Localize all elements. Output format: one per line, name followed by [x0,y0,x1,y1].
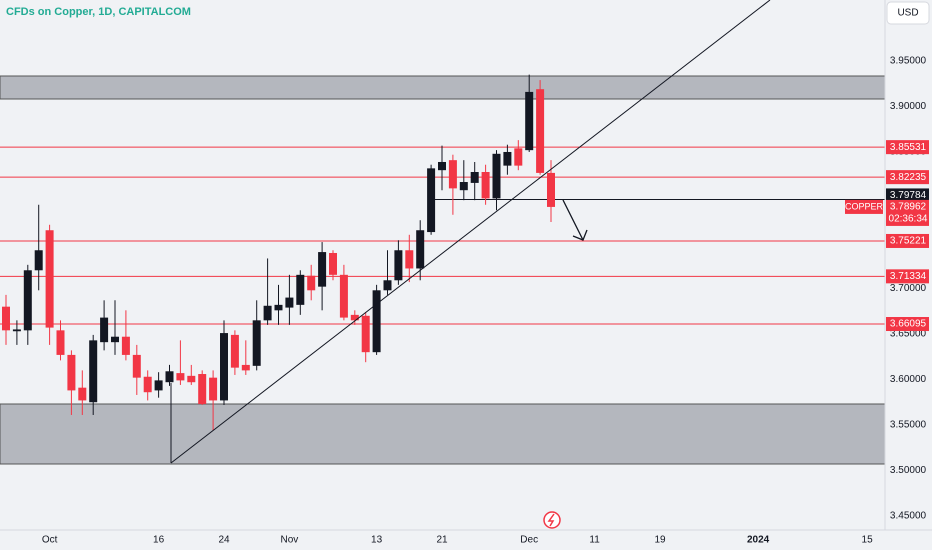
supply-zone [0,75,886,100]
x-tick-label: 19 [654,535,666,546]
last-price-label: 3.78962 [890,202,927,213]
candle-body [416,230,425,269]
price-line-label-box [886,188,929,203]
candle-body [405,250,414,269]
candle-body [285,297,294,308]
candle-body [209,377,218,401]
level-label: 3.66095 [890,319,927,330]
candle-body [525,91,534,151]
candle-body [89,340,98,403]
level-label: 3.75221 [890,236,927,247]
candle-body [12,329,21,332]
candle-body [263,305,272,321]
candle-body [45,230,54,328]
candle-body [187,375,196,383]
candle-body [492,153,501,199]
candle-body [481,171,490,199]
x-tick-label: 16 [153,535,165,546]
candle-body [394,250,403,281]
x-tick-label: Dec [520,535,538,546]
level-label: 3.85531 [890,142,927,153]
level-label-box [886,170,929,185]
y-tick-label: 3.60000 [890,374,927,385]
trend-line [170,0,771,464]
candle-body [361,315,370,353]
candle-body [459,182,468,191]
x-tick-label: Nov [281,535,299,546]
y-tick-label: 3.65000 [890,329,927,340]
candle-body [78,387,87,401]
last-price-box [886,199,929,226]
demand-zone [0,403,886,465]
y-tick-label: 3.95000 [890,56,927,67]
candle-body [503,151,512,166]
candle-body [121,336,130,355]
candle-body [536,89,545,173]
symbol-label: COPPER [845,201,884,211]
candle-body [427,168,436,233]
y-tick-label: 3.50000 [890,465,927,476]
candle-body [318,252,327,287]
candle-body [2,306,10,331]
candle-body [111,336,119,343]
y-tick-label: 3.55000 [890,420,927,431]
arrow-head [572,229,588,241]
candle-body [307,275,316,291]
candle-body [383,280,392,291]
candle-body [252,320,261,366]
candle-body [372,290,381,353]
candle-body [34,250,43,271]
x-tick-label: 24 [218,535,230,546]
logo [543,511,561,529]
candle-body [100,317,109,343]
candle-body [329,252,337,275]
candle-body [438,161,446,171]
level-label-box [886,233,929,248]
candle-body [296,274,305,305]
candle-body [448,160,457,189]
level-label-box [886,140,929,155]
price-line-label: 3.79784 [890,190,927,201]
x-tick-label: 21 [436,535,448,546]
candle-body [143,376,152,393]
symbol-box [845,199,883,214]
x-tick-label: 2024 [747,535,770,546]
candle-body [132,354,141,378]
level-label-box [886,269,929,284]
candle-body [274,304,283,311]
candle-body [67,354,76,391]
arrow-shaft [562,199,584,241]
currency-button[interactable] [886,1,930,25]
candle-body [198,374,207,405]
candle-body [165,371,174,383]
candle-body [154,380,163,391]
y-tick-label: 3.90000 [890,101,927,112]
x-tick-label: 13 [371,535,383,546]
candle-body [23,270,32,331]
candle-body [339,274,348,318]
level-label-box [886,317,929,332]
candle-body [470,171,479,183]
candle-body [176,373,185,381]
y-tick-label: 3.70000 [890,283,927,294]
candle-body [220,333,228,401]
candle-body [514,148,523,166]
level-label: 3.71334 [890,271,927,282]
y-tick-label: 3.45000 [890,511,927,522]
candle-body [230,334,239,368]
x-tick-label: 15 [862,535,874,546]
x-tick-label: 11 [589,535,600,546]
chart-title: CFDs on Copper, 1D, CAPITALCOM [6,6,191,18]
countdown-label: 02:36:34 [889,214,928,225]
candle-body [56,330,65,355]
x-tick-label: Oct [42,535,58,546]
candle-body [241,364,250,371]
candle-body [547,172,555,207]
candle-body [350,314,359,321]
level-label: 3.82235 [890,172,927,183]
currency-label[interactable]: USD [897,8,918,19]
